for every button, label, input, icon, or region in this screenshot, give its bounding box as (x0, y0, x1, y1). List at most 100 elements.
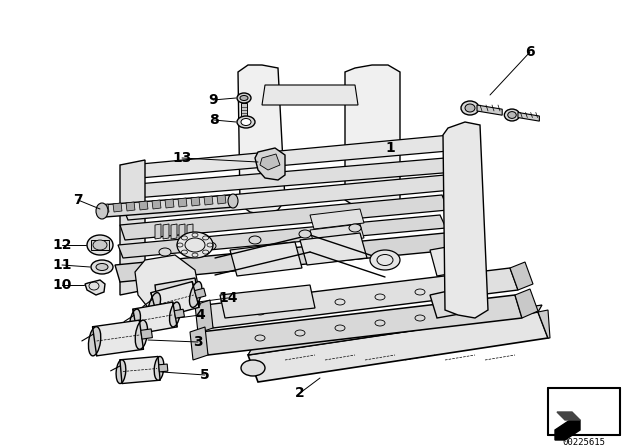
Ellipse shape (240, 95, 248, 100)
Ellipse shape (87, 235, 113, 255)
Polygon shape (113, 203, 122, 212)
Ellipse shape (241, 119, 251, 125)
Polygon shape (174, 309, 184, 318)
Polygon shape (155, 278, 200, 312)
Ellipse shape (465, 104, 475, 112)
Polygon shape (122, 175, 452, 220)
Polygon shape (430, 242, 482, 276)
Polygon shape (155, 224, 161, 239)
Polygon shape (100, 204, 109, 213)
Polygon shape (187, 224, 193, 239)
Polygon shape (135, 255, 200, 310)
Polygon shape (262, 85, 358, 105)
Ellipse shape (189, 281, 202, 307)
Ellipse shape (154, 357, 164, 380)
Ellipse shape (237, 116, 255, 128)
Polygon shape (204, 196, 213, 205)
Polygon shape (310, 242, 364, 262)
Polygon shape (238, 65, 285, 215)
Ellipse shape (96, 203, 108, 219)
Ellipse shape (241, 360, 265, 376)
Polygon shape (430, 285, 482, 318)
Polygon shape (191, 197, 200, 206)
Polygon shape (255, 148, 285, 180)
Text: 9: 9 (208, 93, 218, 107)
Ellipse shape (91, 260, 113, 274)
Ellipse shape (204, 242, 216, 250)
Polygon shape (171, 224, 177, 239)
Polygon shape (248, 312, 548, 382)
Polygon shape (141, 329, 152, 339)
Polygon shape (510, 262, 533, 290)
Text: 14: 14 (218, 291, 237, 305)
Ellipse shape (88, 327, 100, 356)
Polygon shape (300, 233, 367, 265)
Ellipse shape (93, 240, 107, 250)
Polygon shape (555, 420, 580, 440)
Polygon shape (538, 310, 550, 338)
Polygon shape (126, 202, 135, 211)
Ellipse shape (237, 93, 251, 103)
Text: 13: 13 (172, 151, 192, 165)
Polygon shape (139, 201, 148, 210)
Polygon shape (163, 224, 169, 239)
Polygon shape (179, 224, 185, 239)
Ellipse shape (96, 263, 108, 271)
Text: 3: 3 (193, 335, 203, 349)
Polygon shape (100, 195, 235, 217)
Text: 12: 12 (52, 238, 72, 252)
Polygon shape (518, 112, 540, 121)
Polygon shape (93, 320, 143, 356)
Polygon shape (120, 357, 160, 383)
Polygon shape (130, 135, 460, 178)
Polygon shape (159, 364, 168, 372)
Ellipse shape (370, 250, 400, 270)
Ellipse shape (135, 320, 148, 349)
Polygon shape (515, 289, 538, 318)
Text: 11: 11 (52, 258, 72, 272)
Text: 8: 8 (209, 113, 219, 127)
Polygon shape (557, 412, 580, 420)
Text: 00225615: 00225615 (563, 438, 605, 447)
Ellipse shape (148, 293, 161, 319)
Polygon shape (120, 195, 448, 240)
Ellipse shape (461, 101, 479, 115)
Polygon shape (345, 65, 400, 215)
Text: 10: 10 (52, 278, 72, 292)
Polygon shape (120, 160, 145, 295)
Polygon shape (195, 300, 213, 333)
Ellipse shape (159, 248, 171, 256)
Text: 1: 1 (385, 141, 395, 155)
Ellipse shape (116, 360, 126, 383)
Polygon shape (205, 268, 518, 328)
Polygon shape (477, 105, 502, 115)
Ellipse shape (130, 309, 141, 334)
Text: 2: 2 (295, 386, 305, 400)
Ellipse shape (349, 224, 361, 232)
Polygon shape (115, 233, 452, 282)
Polygon shape (178, 198, 187, 207)
Polygon shape (241, 103, 247, 116)
Ellipse shape (504, 109, 520, 121)
Polygon shape (91, 240, 109, 250)
Text: 4: 4 (195, 308, 205, 322)
Text: 6: 6 (525, 45, 535, 59)
Ellipse shape (249, 236, 261, 244)
Polygon shape (220, 285, 315, 318)
Polygon shape (310, 209, 364, 229)
Ellipse shape (508, 112, 516, 118)
Polygon shape (260, 154, 280, 170)
Polygon shape (125, 158, 455, 198)
Text: 5: 5 (200, 368, 210, 382)
Ellipse shape (177, 232, 213, 258)
Polygon shape (151, 282, 199, 319)
Polygon shape (310, 224, 364, 244)
Polygon shape (85, 280, 105, 295)
Polygon shape (217, 195, 226, 204)
Polygon shape (152, 200, 161, 209)
Ellipse shape (299, 230, 311, 238)
Polygon shape (190, 327, 208, 360)
Ellipse shape (228, 194, 238, 208)
Polygon shape (445, 128, 480, 318)
Text: 7: 7 (73, 193, 83, 207)
